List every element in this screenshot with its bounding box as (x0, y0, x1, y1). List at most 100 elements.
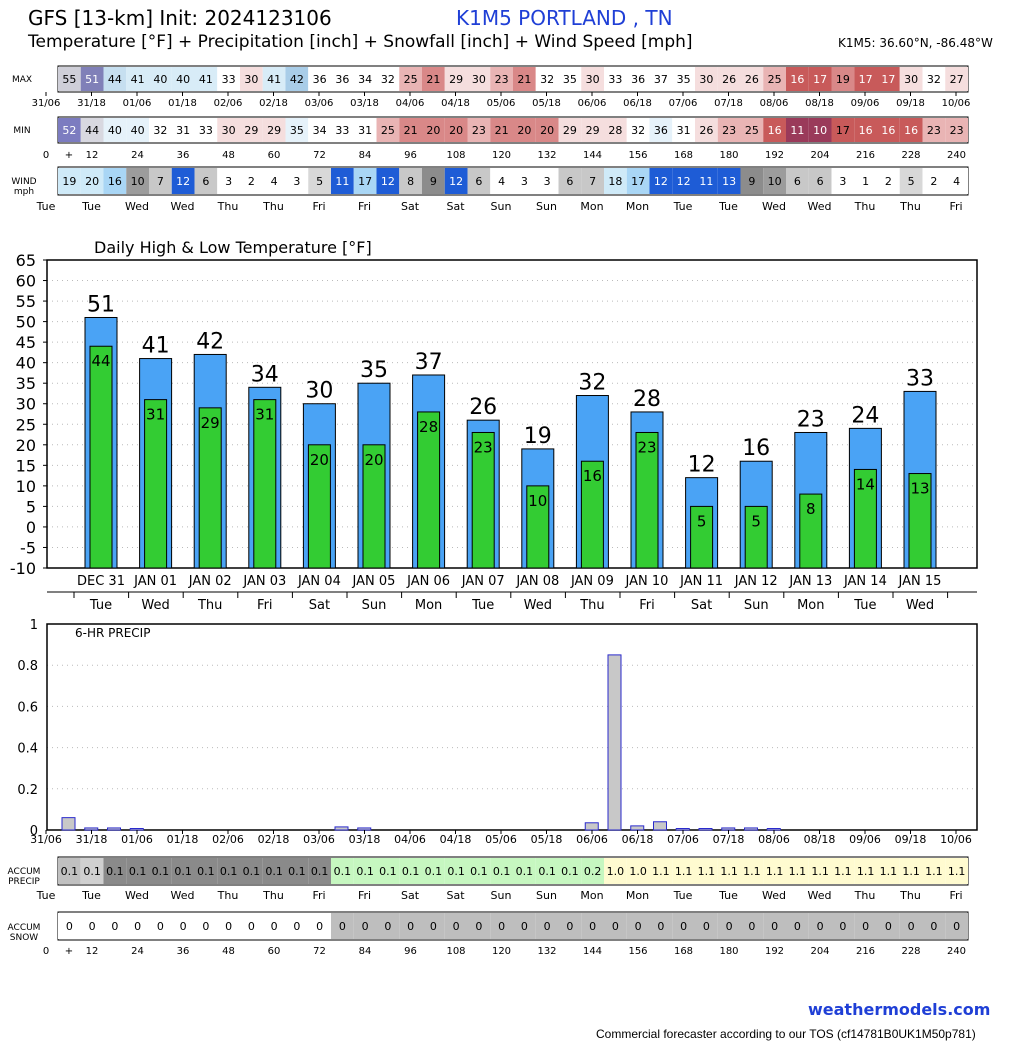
precip-date-label: 03/18 (349, 833, 381, 846)
min-row-value: 34 (313, 124, 327, 137)
precip-date-label: 08/18 (804, 833, 836, 846)
wind-row-cell (604, 168, 627, 194)
min-row-value: 30 (222, 124, 236, 137)
low-temp-bar (908, 473, 932, 569)
low-temp-label: 10 (528, 492, 547, 510)
snow-hour-label: 156 (628, 946, 647, 957)
max-row-cell (672, 67, 695, 91)
accum-day-label: Mon (626, 889, 649, 902)
accum-snow-row-value: 0 (316, 920, 323, 933)
max-row-label: MAX (12, 75, 32, 85)
accum-snow-row-value: 0 (339, 920, 346, 933)
min-row-cell (581, 118, 604, 142)
site-link[interactable]: weathermodels.com (808, 1000, 991, 1019)
temp-chart-frame (46, 259, 978, 569)
max-row-cell (262, 67, 286, 91)
day-tick-label: Thu (262, 200, 284, 213)
precip-y-tick: 0.8 (17, 659, 38, 674)
accum-precip-row-value: 0.2 (584, 865, 602, 878)
hour-tick-label: 216 (856, 150, 875, 161)
accum-day-label: Tue (673, 889, 693, 902)
low-temp-label: 23 (637, 438, 656, 456)
day-tick-label: Fri (312, 200, 325, 213)
precip-y-tick: 0 (30, 824, 38, 839)
snow-hour-label: 228 (901, 946, 920, 957)
wind-row-cell (831, 168, 855, 194)
temp-x-weekday-label: Sat (691, 598, 712, 613)
wind-row-value: 2 (248, 175, 255, 188)
min-row-cell (444, 118, 468, 142)
max-row-value: 34 (358, 73, 372, 86)
max-row-value: 30 (904, 73, 918, 86)
accum-precip-row-value: 0.1 (470, 865, 488, 878)
snow-hour-label: 84 (359, 946, 372, 957)
max-row-cell (831, 67, 855, 91)
min-row-cell (262, 118, 286, 142)
tos-note: Commercial forecaster according to our T… (596, 1027, 976, 1041)
min-row-cell (217, 118, 240, 142)
temp-x-date-label: JAN 14 (843, 574, 887, 589)
wind-row-value: 9 (748, 175, 755, 188)
high-temp-label: 24 (851, 403, 879, 428)
snow-hour-label: 144 (583, 946, 602, 957)
wind-row-cell (240, 168, 263, 194)
accum-snow-row-value: 0 (521, 920, 528, 933)
date-tick-label: 03/06 (305, 98, 334, 109)
day-tick-label: Mon (580, 200, 603, 213)
date-tick-label: 03/18 (350, 98, 379, 109)
min-row-cell (831, 118, 855, 142)
wind-row-value: 13 (722, 175, 736, 188)
accum-precip-row-cell (399, 858, 422, 884)
wind-row-value: 3 (839, 175, 846, 188)
max-row-cell (399, 67, 422, 91)
wind-row-cell (467, 168, 491, 194)
min-row-cell (126, 118, 149, 142)
snow-hour-label: + (65, 946, 73, 957)
max-row-cell (308, 67, 331, 91)
temp-x-date-label: JAN 15 (898, 574, 942, 589)
date-tick-label: 02/06 (214, 98, 243, 109)
accum-day-label: Thu (899, 889, 921, 902)
accum-precip-row-value: 1.0 (629, 865, 647, 878)
accum-precip-row-cell (763, 858, 786, 884)
accum-precip-row-value: 1.1 (811, 865, 829, 878)
accum-precip-row-cell (558, 858, 582, 884)
date-tick-label: 31/18 (77, 98, 106, 109)
temp-x-weekday-label: Wed (524, 598, 552, 613)
high-temp-label: 37 (415, 350, 443, 375)
accum-precip-row-cell (331, 858, 354, 884)
accum-precip-row-value: 1.1 (925, 865, 943, 878)
snow-hour-label: 36 (177, 946, 190, 957)
accum-snow-row-value: 0 (157, 920, 164, 933)
max-row-cell (240, 67, 263, 91)
wind-row-cell (80, 168, 104, 194)
precip-date-label: 09/06 (849, 833, 881, 846)
accum-snow-row-value: 0 (475, 920, 482, 933)
min-row-cell (240, 118, 263, 142)
temp-y-tick: 35 (16, 374, 36, 393)
precip-bar (766, 828, 781, 831)
max-row-cell (535, 67, 559, 91)
max-row-cell (604, 67, 627, 91)
accum-day-label: Fri (312, 889, 325, 902)
max-row-value: 30 (472, 73, 486, 86)
max-row-value: 25 (768, 73, 782, 86)
accum-snow-row-value: 0 (589, 920, 596, 933)
wind-row-value: 10 (768, 175, 782, 188)
high-temp-label: 23 (797, 407, 825, 432)
accum-snow-row-value: 0 (726, 920, 733, 933)
low-temp-label: 5 (751, 512, 761, 530)
min-row-cell (171, 118, 195, 142)
day-tick-label: Fri (358, 200, 371, 213)
precip-bar (744, 827, 758, 831)
hour-tick-label: 180 (719, 150, 738, 161)
max-row-value: 41 (267, 73, 281, 86)
wind-row-cell (581, 168, 604, 194)
day-tick-label: Tue (36, 200, 56, 213)
accum-precip-row-value: 0.1 (379, 865, 397, 878)
wind-row-value: 2 (930, 175, 937, 188)
low-temp-bar (417, 411, 441, 569)
accum-precip-row-cell (103, 858, 127, 884)
min-row-value: 21 (495, 124, 509, 137)
date-tick-label: 08/18 (805, 98, 834, 109)
